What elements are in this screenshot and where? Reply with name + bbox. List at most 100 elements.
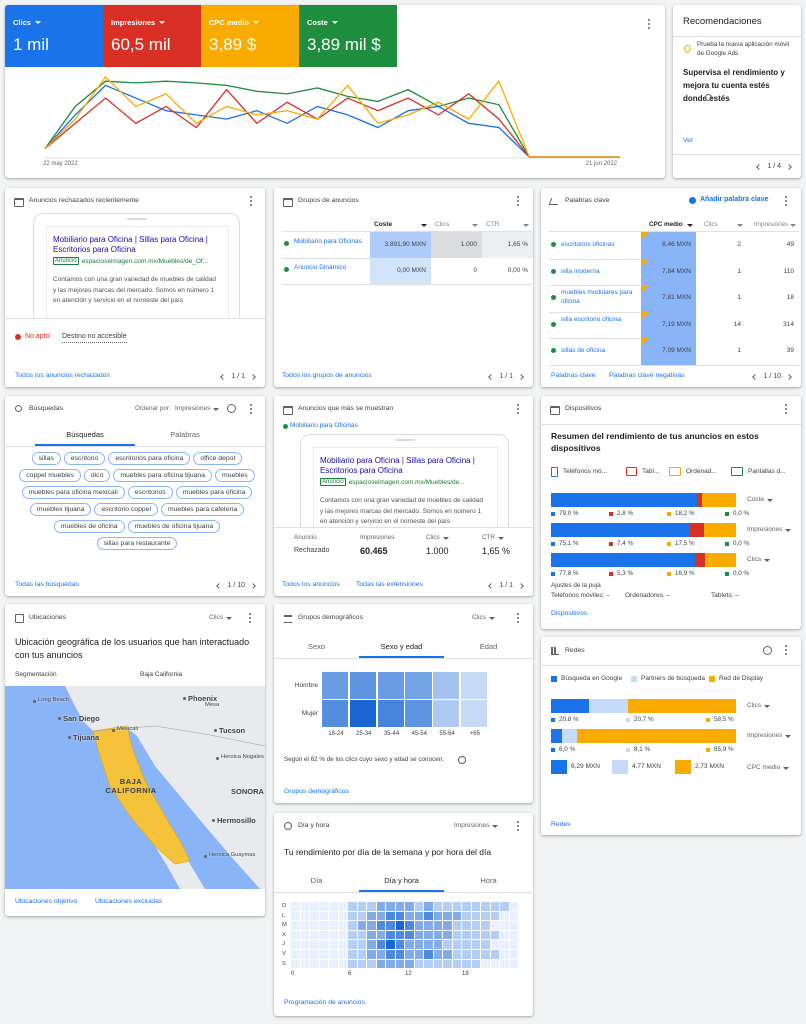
row-name[interactable]: Mobiliario para Oficinas: [294, 238, 362, 245]
chevron[interactable]: [488, 582, 495, 589]
chevron[interactable]: [786, 163, 792, 170]
heat-cell: [490, 902, 499, 911]
link[interactable]: Palabras clave negativas: [609, 372, 685, 379]
link[interactable]: Redes: [551, 821, 571, 828]
chip[interactable]: escritorios: [127, 486, 173, 499]
chip[interactable]: muebles para oficina: [175, 486, 253, 499]
ad-headline[interactable]: Mobiliario para Oficina | Sillas para Of…: [320, 456, 475, 475]
chip[interactable]: mueblex tijuana: [29, 503, 92, 516]
more-menu[interactable]: [784, 645, 788, 656]
row-name[interactable]: escritorios oficinas: [561, 241, 615, 248]
link[interactable]: Ver: [683, 137, 694, 144]
more-menu[interactable]: [516, 613, 520, 624]
column-header[interactable]: CTR: [486, 221, 500, 228]
tab[interactable]: Palabras: [170, 430, 200, 439]
link[interactable]: Todas las extensiones: [356, 581, 423, 588]
link[interactable]: Todos los grupos de anuncios: [282, 372, 372, 379]
chip[interactable]: sillas para restaurante: [96, 537, 178, 550]
chip[interactable]: muebles para oficina tijuana: [113, 469, 212, 482]
tab[interactable]: Sexo: [307, 642, 326, 651]
chevron[interactable]: [216, 582, 223, 589]
chip[interactable]: office depot: [193, 452, 243, 465]
link[interactable]: Programación de anuncios: [284, 999, 365, 1006]
tab[interactable]: Hora: [480, 876, 497, 885]
legend-label: Partners de búsqueda: [641, 675, 705, 682]
chevron[interactable]: [786, 373, 792, 380]
chevron[interactable]: [220, 373, 227, 380]
dot: [249, 617, 251, 619]
chip[interactable]: muebles para cafeteria: [160, 503, 245, 516]
tab[interactable]: Búsquedas: [66, 430, 104, 439]
tab[interactable]: Día: [310, 876, 323, 885]
row-name[interactable]: Anuncio Dinámico: [294, 264, 347, 271]
chip[interactable]: coppel muebles: [19, 469, 81, 482]
column-header[interactable]: CPC medio: [649, 221, 683, 228]
more-menu[interactable]: [516, 821, 520, 832]
more-menu[interactable]: [249, 404, 253, 415]
link[interactable]: Ubicaciones objetivo: [15, 898, 78, 905]
tab[interactable]: Edad: [479, 642, 498, 651]
chevron[interactable]: [250, 373, 256, 380]
column-header[interactable]: Coste: [374, 221, 393, 228]
chip[interactable]: escritorios para oficina: [108, 452, 191, 465]
chip[interactable]: escritorio coppel: [94, 503, 158, 516]
column-header[interactable]: Clics: [435, 221, 450, 228]
metric-tile[interactable]: CPC medio 3,89 $: [201, 5, 299, 67]
dropdown[interactable]: Impresiones: [747, 732, 783, 739]
link[interactable]: Todas las búsquedas: [15, 581, 79, 588]
heat-cell: [329, 902, 338, 911]
chevron[interactable]: [488, 373, 495, 380]
more-menu[interactable]: [249, 196, 253, 207]
dropdown[interactable]: Coste: [747, 496, 764, 503]
dropdown[interactable]: Clics: [472, 614, 487, 621]
ad-headline[interactable]: Mobiliario para Oficina | Sillas para Of…: [53, 235, 208, 254]
more-menu[interactable]: [248, 613, 252, 624]
link[interactable]: Todos los anuncios: [282, 581, 340, 588]
more-menu[interactable]: [784, 404, 788, 415]
row-name[interactable]: muebles modulares para oficina: [561, 289, 633, 305]
tab[interactable]: Día y hora: [384, 876, 419, 885]
chevron[interactable]: [752, 373, 759, 380]
tab[interactable]: Sexo y edad: [380, 642, 423, 651]
chevron[interactable]: [518, 373, 524, 380]
column-header[interactable]: Clics: [704, 221, 718, 228]
chevron[interactable]: [518, 582, 524, 589]
dropdown[interactable]: CPC medio: [747, 764, 781, 771]
heat-cell: [300, 950, 309, 959]
city-dot: [216, 757, 219, 760]
row-name[interactable]: silla escritorio oficina: [561, 315, 621, 323]
metric-tile[interactable]: Clics 1 mil: [5, 5, 103, 67]
row-name[interactable]: silla moderna: [561, 267, 600, 275]
link[interactable]: Palabras clave: [551, 372, 596, 379]
dropdown[interactable]: Impresiones: [747, 526, 783, 533]
chip[interactable]: sillas: [31, 452, 61, 465]
chevron[interactable]: [756, 163, 763, 170]
chip[interactable]: muebles de oficina: [53, 520, 125, 533]
dropdown[interactable]: Clics: [209, 614, 224, 621]
more-menu[interactable]: [784, 196, 788, 207]
more-menu[interactable]: [516, 404, 520, 415]
metric-tile[interactable]: Coste 3,89 mil $: [299, 5, 397, 67]
link[interactable]: Todos los anuncios rechazados: [15, 372, 110, 379]
chip[interactable]: muebles de oficina tijuana: [127, 520, 221, 533]
dropdown[interactable]: Clics: [747, 556, 762, 563]
link[interactable]: Grupos demográficos: [284, 788, 349, 795]
dropdown[interactable]: Clics: [747, 702, 762, 709]
chip[interactable]: muebles para oficina mexicali: [21, 486, 125, 499]
more-menu[interactable]: [516, 196, 520, 207]
dropdown[interactable]: Impresiones: [175, 405, 211, 412]
chip[interactable]: muebles: [215, 469, 255, 482]
column-header[interactable]: Impresiones: [754, 221, 789, 228]
dropdown[interactable]: Impresiones: [454, 822, 490, 829]
link[interactable]: Dispositivos: [551, 610, 588, 617]
chip[interactable]: dico: [83, 469, 111, 482]
chip[interactable]: escritorio: [63, 452, 106, 465]
more-menu[interactable]: [647, 19, 651, 30]
link[interactable]: Ubicaciones excluidas: [95, 898, 163, 905]
chevron[interactable]: [250, 582, 256, 589]
add-keyword[interactable]: Añadir palabra clave: [700, 196, 769, 203]
metric-tile[interactable]: Impresiones 60,5 mil: [103, 5, 201, 67]
row-name[interactable]: sillas de oficina: [561, 347, 606, 354]
ad-group[interactable]: Mobiliario para Oficinas: [290, 422, 358, 429]
